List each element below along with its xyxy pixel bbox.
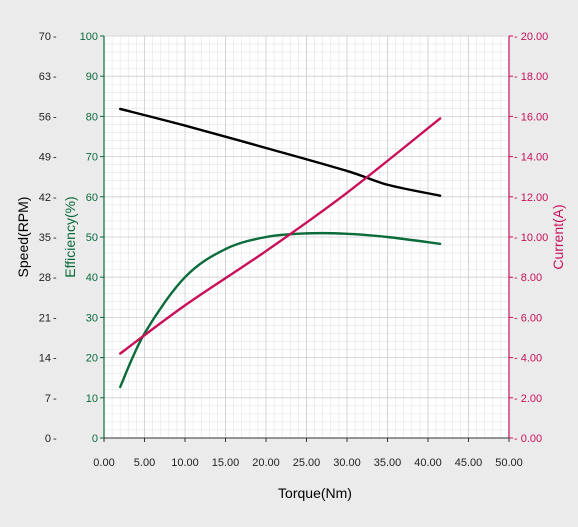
x-tick-label: 30.00 bbox=[333, 457, 361, 469]
speed-tick-label: 14 bbox=[39, 353, 51, 365]
efficiency-tick-label: 60 bbox=[86, 192, 98, 204]
current-tick-label: - 6.00 bbox=[514, 312, 542, 324]
efficiency-tick-label: 20 bbox=[86, 353, 98, 365]
x-tick-label: 35.00 bbox=[374, 457, 402, 469]
x-tick-label: 5.00 bbox=[134, 457, 155, 469]
speed-axis-label: Speed(RPM) bbox=[15, 197, 31, 278]
x-tick-label: 45.00 bbox=[455, 457, 483, 469]
speed-tick-mark: - bbox=[53, 152, 57, 164]
efficiency-tick-label: 30 bbox=[86, 312, 98, 324]
current-tick-label: - 16.00 bbox=[514, 111, 548, 123]
current-tick-label: - 4.00 bbox=[514, 353, 542, 365]
efficiency-tick-label: 40 bbox=[86, 272, 98, 284]
speed-tick-mark: - bbox=[53, 31, 57, 43]
speed-tick-label: 49 bbox=[39, 152, 51, 164]
speed-tick-label: 0 bbox=[45, 433, 51, 445]
current-tick-label: - 14.00 bbox=[514, 152, 548, 164]
speed-tick-mark: - bbox=[53, 393, 57, 405]
current-axis-label: Current(A) bbox=[550, 204, 566, 269]
speed-tick-label: 28 bbox=[39, 272, 51, 284]
current-tick-label: - 10.00 bbox=[514, 232, 548, 244]
current-tick-label: - 18.00 bbox=[514, 71, 548, 83]
speed-tick-label: 63 bbox=[39, 71, 51, 83]
x-tick-label: 25.00 bbox=[293, 457, 321, 469]
axes bbox=[100, 35, 513, 442]
speed-tick-mark: - bbox=[53, 433, 57, 445]
speed-tick-label: 70 bbox=[39, 31, 51, 43]
speed-tick-mark: - bbox=[53, 71, 57, 83]
speed-tick-mark: - bbox=[53, 353, 57, 365]
x-tick-label: 0.00 bbox=[93, 457, 114, 469]
speed-tick-label: 56 bbox=[39, 111, 51, 123]
speed-series-line bbox=[119, 107, 442, 197]
current-tick-label: - 0.00 bbox=[514, 433, 542, 445]
current-tick-label: - 8.00 bbox=[514, 272, 542, 284]
speed-tick-label: 7 bbox=[45, 393, 51, 405]
x-tick-label: 10.00 bbox=[171, 457, 199, 469]
current-tick-label: - 12.00 bbox=[514, 192, 548, 204]
current-tick-label: - 20.00 bbox=[514, 31, 548, 43]
speed-tick-label: 21 bbox=[39, 312, 51, 324]
x-tick-label: 20.00 bbox=[252, 457, 280, 469]
x-tick-label: 50.00 bbox=[495, 457, 523, 469]
efficiency-axis-label: Efficiency(%) bbox=[62, 196, 78, 277]
x-tick-label: 40.00 bbox=[414, 457, 442, 469]
x-axis-label: Torque(Nm) bbox=[278, 485, 352, 501]
efficiency-tick-label: 80 bbox=[86, 111, 98, 123]
efficiency-tick-label: 100 bbox=[80, 31, 98, 43]
speed-tick-mark: - bbox=[53, 312, 57, 324]
efficiency-tick-label: 70 bbox=[86, 152, 98, 164]
current-series-line bbox=[119, 117, 442, 355]
speed-tick-label: 42 bbox=[39, 192, 51, 204]
current-tick-label: - 2.00 bbox=[514, 393, 542, 405]
efficiency-tick-label: 10 bbox=[86, 393, 98, 405]
speed-tick-mark: - bbox=[53, 192, 57, 204]
efficiency-tick-label: 50 bbox=[86, 232, 98, 244]
speed-tick-mark: - bbox=[53, 272, 57, 284]
speed-tick-mark: - bbox=[53, 111, 57, 123]
series-lines bbox=[119, 107, 442, 389]
speed-tick-label: 35 bbox=[39, 232, 51, 244]
x-tick-label: 15.00 bbox=[212, 457, 240, 469]
efficiency-tick-label: 90 bbox=[86, 71, 98, 83]
speed-tick-mark: - bbox=[53, 232, 57, 244]
efficiency-series-line bbox=[119, 231, 442, 389]
efficiency-tick-label: 0 bbox=[92, 433, 98, 445]
